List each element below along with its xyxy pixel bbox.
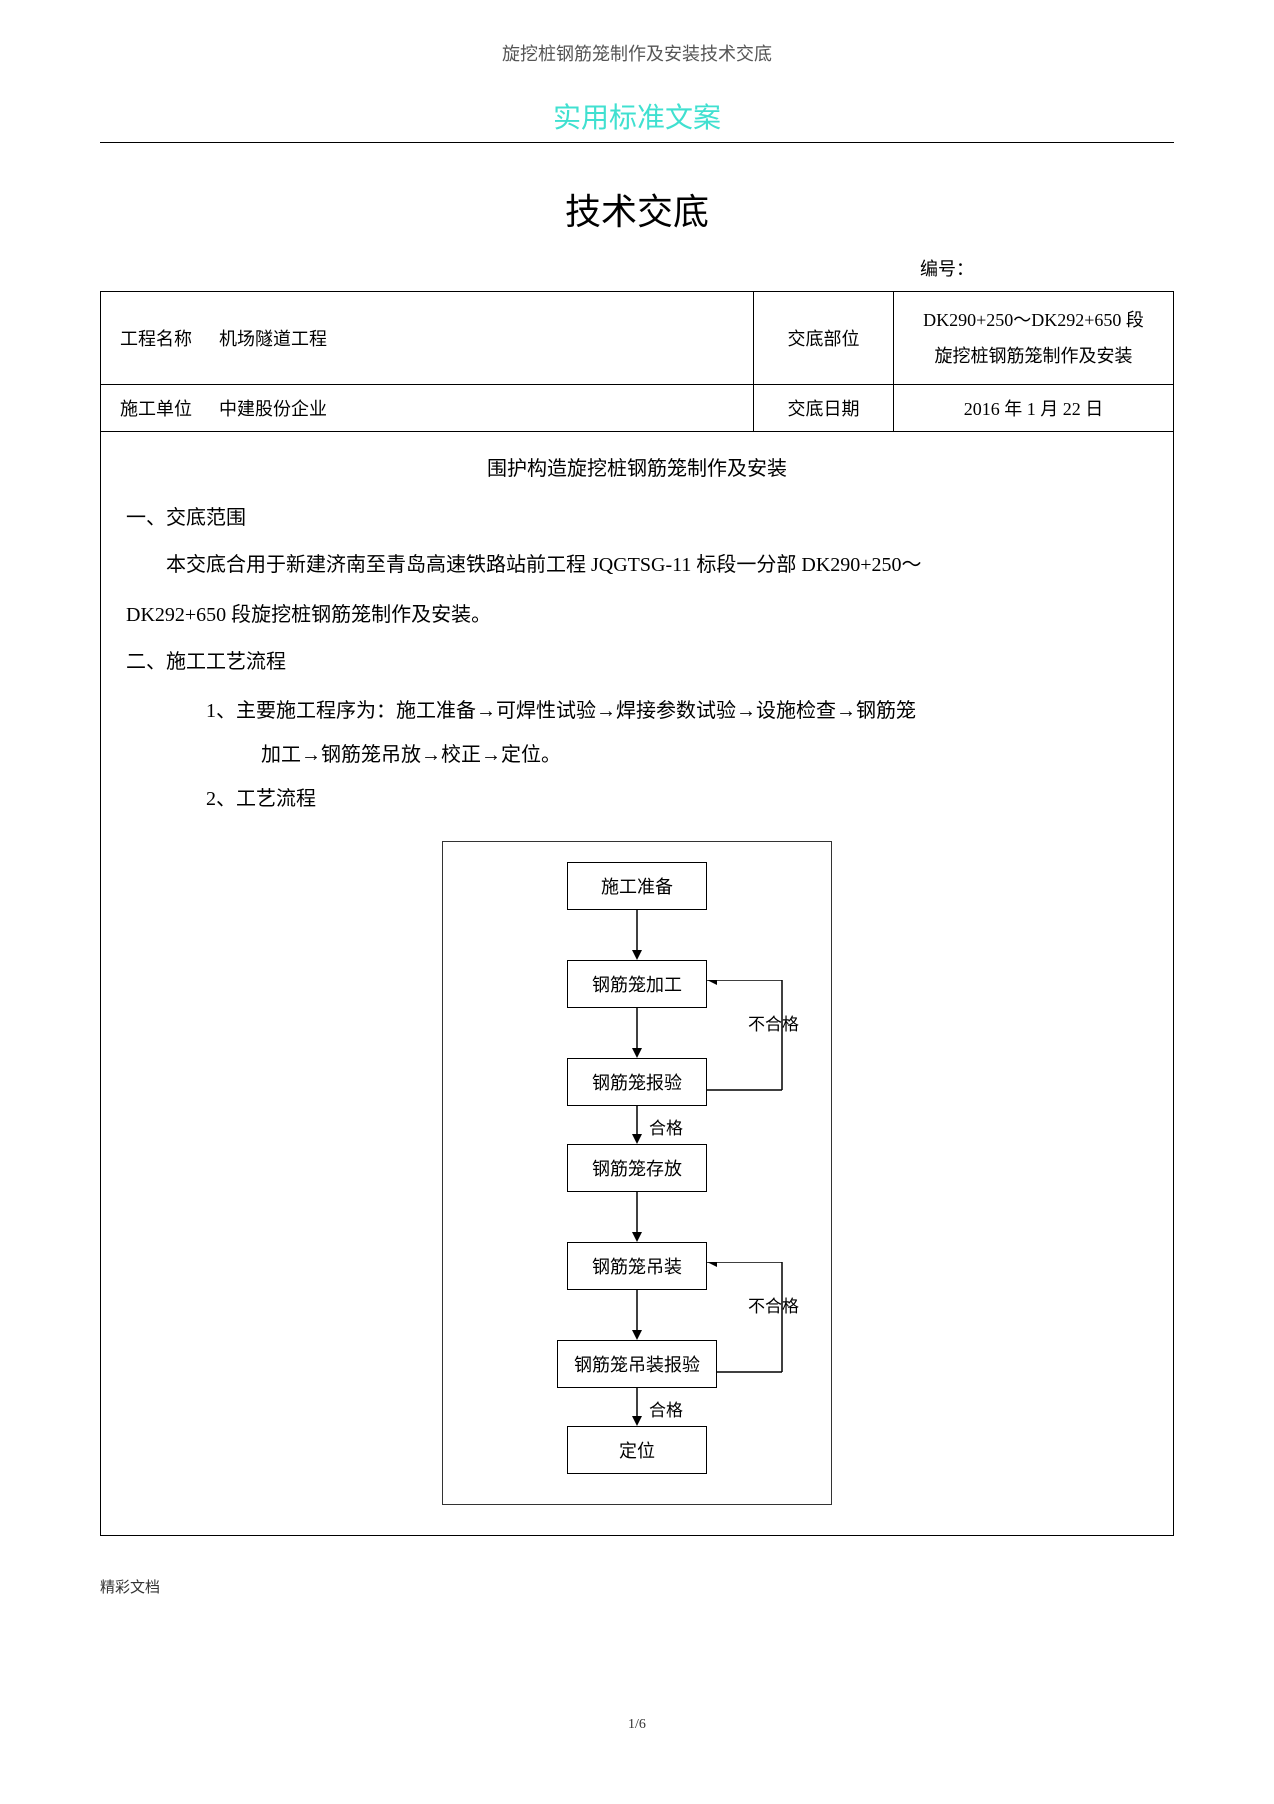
flow-label-pass-2: 合格 <box>649 1396 683 1421</box>
flow-arrow <box>483 1192 791 1242</box>
heading-scope: 一、交底范围 <box>126 501 1148 530</box>
table-row: 工程名称 机场隧道工程 交底部位 DK290+250～DK292+650 段 旋… <box>101 292 1174 385</box>
flow-node-prepare: 施工准备 <box>567 862 707 910</box>
flow-node-position: 定位 <box>567 1426 707 1474</box>
info-table: 工程名称 机场隧道工程 交底部位 DK290+250～DK292+650 段 旋… <box>100 291 1174 432</box>
list-item-2: 2、工艺流程 <box>126 777 1148 821</box>
content-box: 围护构造旋挖桩钢筋笼制作及安装 一、交底范围 本交底合用于新建济南至青岛高速铁路… <box>100 432 1174 1536</box>
flow-node-store: 钢筋笼存放 <box>567 1144 707 1192</box>
list-item-1-cont: 加工→钢筋笼吊放→校正→定位。 <box>126 733 1148 777</box>
watermark-title: 实用标准文案 <box>100 96 1174 143</box>
value-contractor: 中建股份企业 <box>211 385 753 431</box>
value-section-line1: DK290+250～DK292+650 段 <box>902 302 1165 338</box>
main-title: 技术交底 <box>100 183 1174 235</box>
para-scope-cont: DK292+650 段旋挖桩钢筋笼制作及安装。 <box>126 595 1148 635</box>
heading-process: 二、施工工艺流程 <box>126 645 1148 674</box>
page-number: 1/6 <box>100 1717 1174 1733</box>
flowchart: 施工准备 钢筋笼加工 不合格 钢筋笼报验 <box>442 841 832 1505</box>
list-item-1: 1、主要施工程序为：施工准备→可焊性试验→焊接参数试验→设施检查→钢筋笼 <box>126 689 1148 733</box>
flow-arrow <box>483 910 791 960</box>
flow-label-pass-1: 合格 <box>649 1114 683 1139</box>
flow-node-process: 钢筋笼加工 <box>567 960 707 1008</box>
flowchart-container: 施工准备 钢筋笼加工 不合格 钢筋笼报验 <box>126 841 1148 1505</box>
flow-label-fail-2: 不合格 <box>748 1292 799 1317</box>
flow-node-lift: 钢筋笼吊装 <box>567 1242 707 1290</box>
table-row: 施工单位 中建股份企业 交底日期 2016 年 1 月 22 日 <box>101 385 1174 432</box>
flow-node-inspect: 钢筋笼报验 <box>567 1058 707 1106</box>
value-section-line2: 旋挖桩钢筋笼制作及安装 <box>902 338 1165 374</box>
doc-number-label: 编号： <box>100 255 1174 281</box>
flow-label-fail-1: 不合格 <box>748 1010 799 1035</box>
flow-arrow: 合格 <box>483 1388 791 1426</box>
para-scope: 本交底合用于新建济南至青岛高速铁路站前工程 JQGTSG-11 标段一分部 DK… <box>126 545 1148 585</box>
footer-text: 精彩文档 <box>100 1576 1174 1597</box>
page-header: 旋挖桩钢筋笼制作及安装技术交底 <box>100 40 1174 66</box>
flow-arrow: 合格 <box>483 1106 791 1144</box>
flow-node-lift-inspect: 钢筋笼吊装报验 <box>557 1340 717 1388</box>
value-date: 2016 年 1 月 22 日 <box>894 385 1174 432</box>
section-title: 围护构造旋挖桩钢筋笼制作及安装 <box>126 452 1148 481</box>
label-section: 交底部位 <box>754 292 894 385</box>
label-project-name: 工程名称 <box>101 315 211 361</box>
value-project-name: 机场隧道工程 <box>211 315 753 361</box>
label-date: 交底日期 <box>754 385 894 432</box>
label-contractor: 施工单位 <box>101 385 211 431</box>
